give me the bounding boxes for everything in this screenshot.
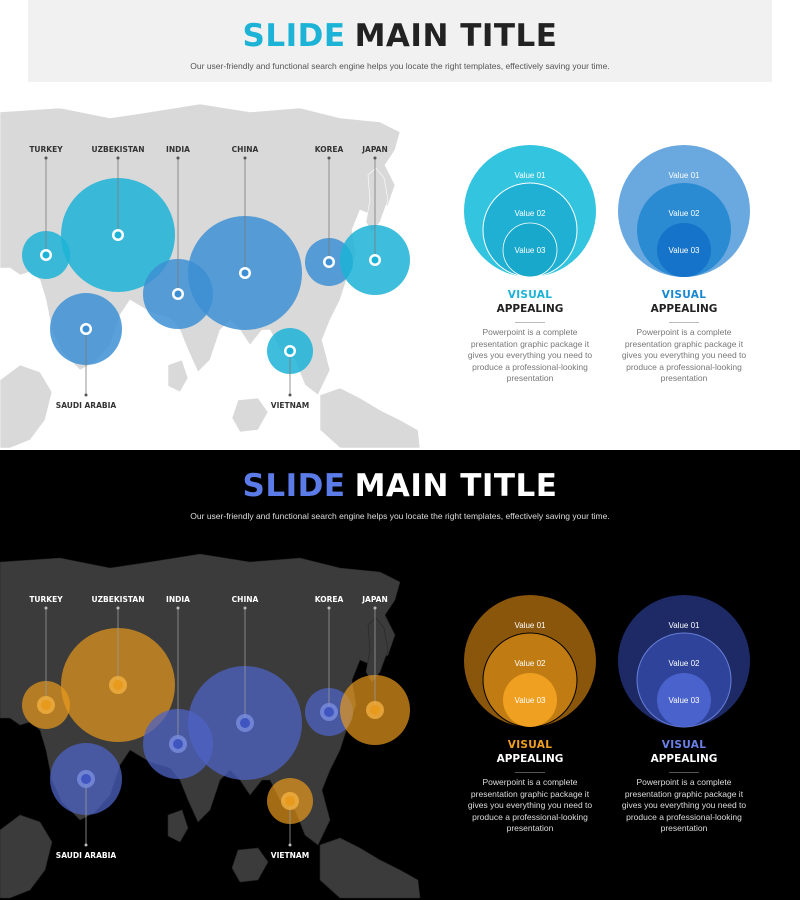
title-accent: SLIDE (242, 18, 346, 54)
slide-light: SLIDE MAIN TITLE Our user-friendly and fu… (0, 0, 800, 449)
title-accent: SLIDE (242, 468, 346, 504)
label-uzbekistan: UZBEKISTAN (92, 145, 145, 154)
label-japan: JAPAN (361, 145, 388, 154)
slide-title: SLIDE MAIN TITLE (0, 468, 800, 504)
card-divider (515, 772, 545, 773)
label-saudi-arabia: SAUDI ARABIA (56, 851, 117, 860)
label-korea: KOREA (315, 145, 344, 154)
label-japan: JAPAN (361, 595, 388, 604)
asia-map-light: TURKEY UZBEKISTAN INDIA CHINA KOREA JAPA… (0, 103, 750, 449)
label-india: INDIA (166, 145, 190, 154)
asia-map-dark: TURKEY UZBEKISTAN INDIA CHINA KOREA JAPA… (0, 553, 750, 899)
card-description: Powerpoint is a complete presentation gr… (467, 777, 593, 833)
info-card-2: VISUAL APPEALING Powerpoint is a complet… (614, 738, 754, 835)
slide-subtitle: Our user-friendly and functional search … (190, 61, 610, 71)
label-korea: KOREA (315, 595, 344, 604)
label-saudi-arabia: SAUDI ARABIA (56, 401, 117, 410)
card-keyword-2: APPEALING (650, 303, 718, 315)
nested-circles-2: Value 01 Value 02 Value 03 (618, 595, 750, 728)
value-02-label: Value 02 (669, 659, 701, 668)
card-keyword: VISUAL (661, 289, 707, 301)
nested-circles-2: Value 01 Value 02 Value 03 (618, 145, 750, 277)
card-description: Powerpoint is a complete presentation gr… (621, 777, 747, 833)
value-02-label: Value 02 (669, 209, 701, 218)
card-keyword: VISUAL (661, 739, 707, 751)
value-01-label: Value 01 (669, 621, 701, 630)
label-india: INDIA (166, 595, 190, 604)
label-china: CHINA (232, 595, 259, 604)
card-keyword: VISUAL (507, 739, 553, 751)
label-uzbekistan: UZBEKISTAN (92, 595, 145, 604)
card-keyword-2: APPEALING (650, 753, 718, 765)
value-03-label: Value 03 (669, 696, 701, 705)
location-markers (40, 156, 381, 397)
card-keyword: VISUAL (507, 289, 553, 301)
label-vietnam: VIETNAM (271, 851, 309, 860)
location-markers (37, 606, 384, 847)
slide-subtitle: Our user-friendly and functional search … (190, 511, 610, 521)
value-02-label: Value 02 (515, 209, 547, 218)
card-keyword-2: APPEALING (496, 753, 564, 765)
value-01-label: Value 01 (515, 621, 547, 630)
title-rest: MAIN TITLE (354, 18, 558, 54)
value-03-label: Value 03 (515, 246, 547, 255)
value-03-label: Value 03 (515, 696, 547, 705)
card-description: Powerpoint is a complete presentation gr… (467, 327, 593, 383)
slide-dark: SLIDE MAIN TITLE Our user-friendly and fu… (0, 450, 800, 900)
country-labels: TURKEY UZBEKISTAN INDIA CHINA KOREA JAPA… (29, 145, 387, 410)
card-divider (515, 322, 545, 323)
slide-title: SLIDE MAIN TITLE (0, 18, 800, 54)
leader-lines (45, 158, 376, 395)
title-rest: MAIN TITLE (354, 468, 558, 504)
label-china: CHINA (232, 145, 259, 154)
card-keyword-2: APPEALING (496, 303, 564, 315)
leader-lines (45, 608, 376, 845)
nested-circles-1: Value 01 Value 02 Value 03 (464, 145, 596, 278)
label-turkey: TURKEY (29, 145, 63, 154)
info-card-2: VISUAL APPEALING Powerpoint is a complet… (614, 288, 754, 385)
label-turkey: TURKEY (29, 595, 63, 604)
card-divider (669, 772, 699, 773)
value-03-label: Value 03 (669, 246, 701, 255)
value-01-label: Value 01 (669, 171, 701, 180)
country-labels: TURKEY UZBEKISTAN INDIA CHINA KOREA JAPA… (29, 595, 387, 860)
info-card-1: VISUAL APPEALING Powerpoint is a complet… (460, 288, 600, 385)
card-divider (669, 322, 699, 323)
label-vietnam: VIETNAM (271, 401, 309, 410)
info-card-1: VISUAL APPEALING Powerpoint is a complet… (460, 738, 600, 835)
card-description: Powerpoint is a complete presentation gr… (621, 327, 747, 383)
value-01-label: Value 01 (515, 171, 547, 180)
nested-circles-1: Value 01 Value 02 Value 03 (464, 595, 596, 728)
header-band (28, 0, 772, 82)
value-02-label: Value 02 (515, 659, 547, 668)
